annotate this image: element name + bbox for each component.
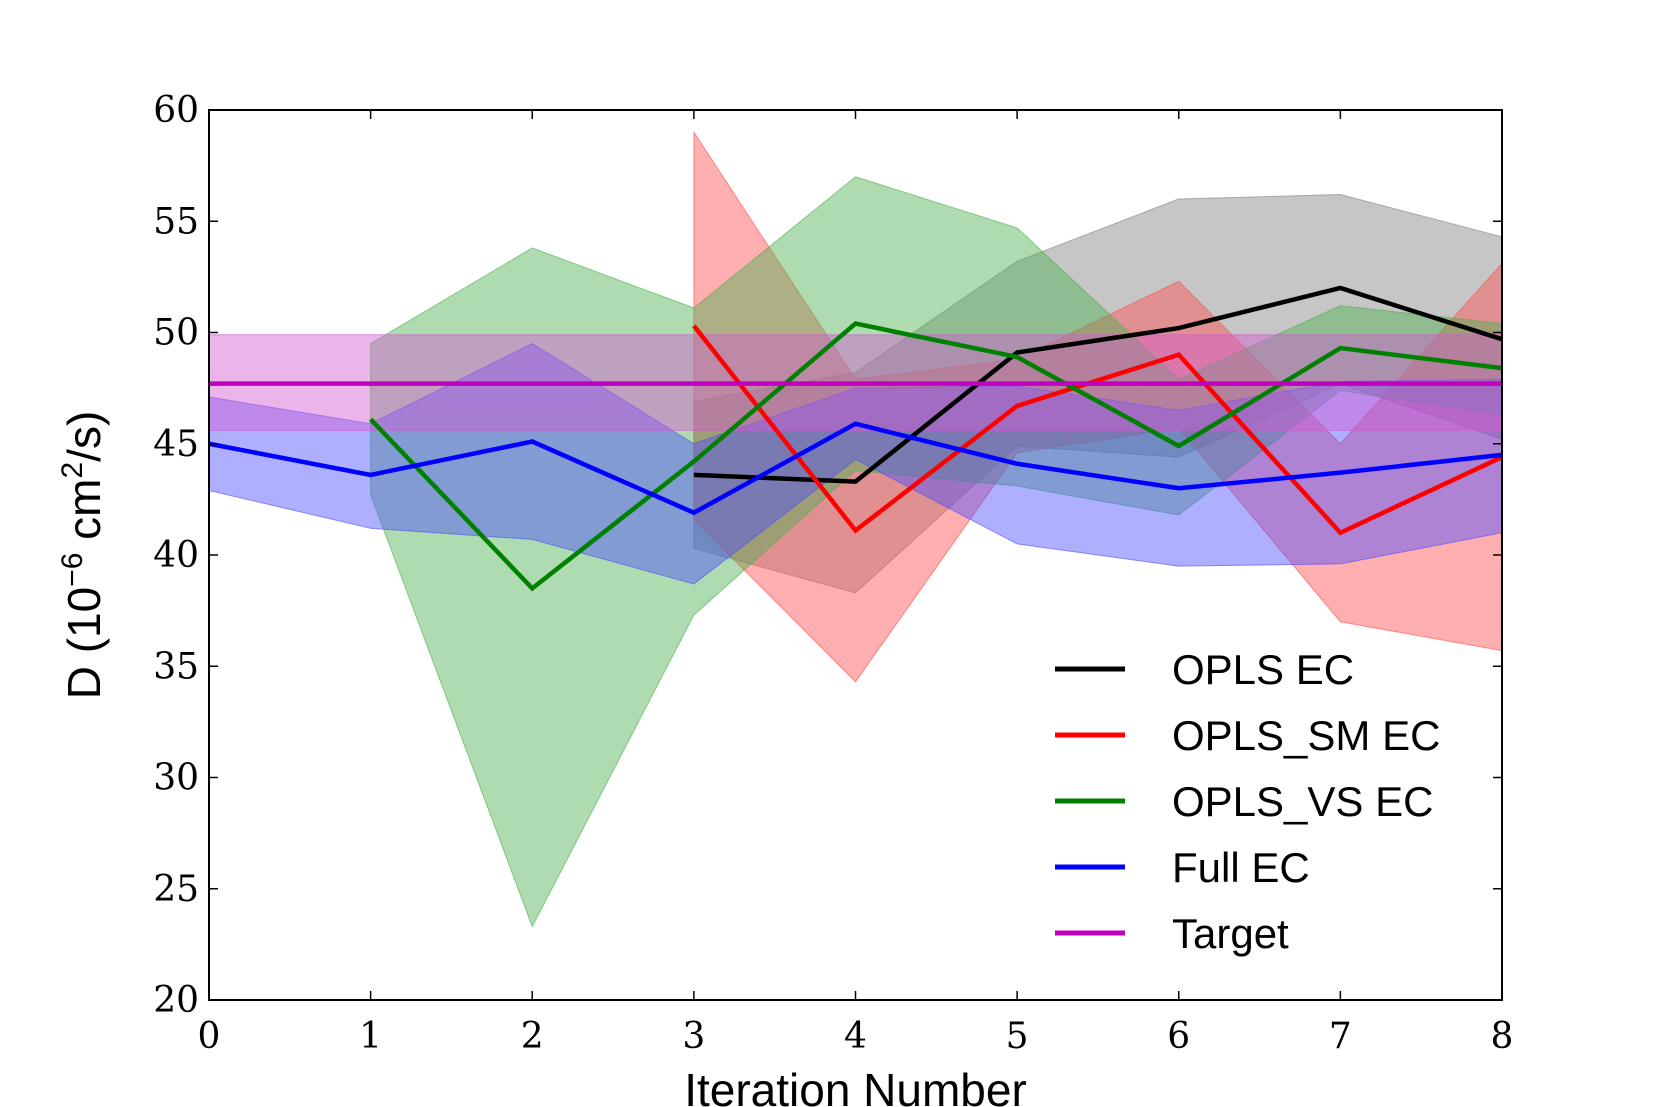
x-tick-label: 4: [844, 1016, 867, 1057]
uncertainty-bands: [208, 130, 1503, 928]
line-full-ec: [208, 421, 1503, 516]
line-opls-sm-ec: [692, 324, 1503, 536]
y-tick-label: 35: [153, 646, 199, 687]
y-tick-label: 50: [153, 313, 199, 354]
y-axis-label-suffix: /s): [58, 411, 110, 462]
y-tick-label: 25: [153, 869, 199, 910]
y-axis-label-exp1: −6: [56, 553, 89, 587]
x-tick-label: 7: [1329, 1016, 1352, 1057]
y-tick-label: 40: [153, 535, 199, 576]
y-tick-label: 20: [153, 980, 199, 1021]
x-tick-label: 6: [1167, 1016, 1190, 1057]
y-axis-label-exp2: 2: [56, 462, 89, 479]
x-tick-label: 8: [1491, 1016, 1514, 1057]
x-tick-labels: 0 1 2 3 4 5 6 7 8: [198, 1016, 1514, 1057]
legend-label-target: Target: [1172, 910, 1289, 957]
x-tick-label: 3: [682, 1016, 705, 1057]
x-tick-label: 2: [521, 1016, 544, 1057]
line-opls-ec: [693, 285, 1503, 484]
x-tick-label: 0: [198, 1016, 221, 1057]
y-axis-label: D (10−6 cm2/s): [56, 411, 110, 700]
legend-label-full-ec: Full EC: [1172, 844, 1310, 891]
line-opls-vs-ec: [368, 321, 1503, 592]
legend-label-opls-ec: OPLS EC: [1172, 646, 1354, 693]
x-tick-label: 5: [1006, 1016, 1029, 1057]
axis-ticks: [208, 109, 1503, 1001]
series-lines: [208, 285, 1503, 592]
y-tick-label: 55: [153, 201, 199, 242]
x-axis-label: Iteration Number: [684, 1064, 1027, 1107]
y-tick-label: 60: [153, 90, 199, 131]
y-axis-label-mid: cm: [58, 478, 110, 552]
y-tick-labels: 20 25 30 35 40 45 50 55 60: [153, 90, 199, 1021]
y-axis-label-prefix: D (10: [58, 587, 110, 699]
y-tick-label: 30: [153, 758, 199, 799]
y-tick-label: 45: [153, 424, 199, 465]
legend-label-opls-vs-ec: OPLS_VS EC: [1172, 778, 1433, 825]
legend: OPLS EC OPLS_SM EC OPLS_VS EC Full EC Target: [1055, 646, 1440, 957]
x-tick-label: 1: [359, 1016, 382, 1057]
legend-label-opls-sm-ec: OPLS_SM EC: [1172, 712, 1440, 759]
